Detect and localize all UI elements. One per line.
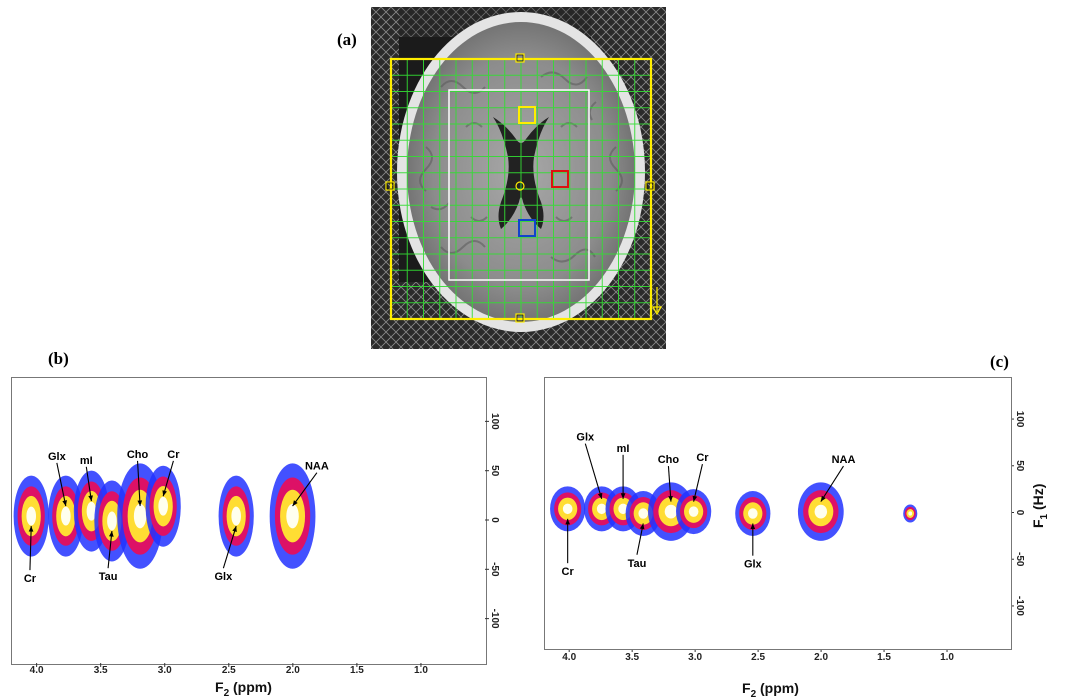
- arrow-head: [292, 500, 298, 507]
- metabolite-arrow: [107, 530, 113, 569]
- y-tick-label-50: 50: [1014, 460, 1025, 472]
- metabolite-label-naa: NAA: [832, 454, 856, 466]
- arrow-head: [750, 523, 756, 530]
- metabolite-arrow: [56, 462, 67, 507]
- x-tick-label-1.5: 1.5: [877, 652, 891, 663]
- metabolite-label-naa: NAA: [305, 461, 329, 473]
- arrow-head: [668, 495, 673, 502]
- spectrum-c-x-axis-title: F2 (ppm): [742, 680, 799, 700]
- metabolite-arrow: [584, 443, 603, 499]
- spectrum-b-plot-area: Glx mI Cho Cr NAA Cr Tau Glx: [11, 377, 487, 665]
- spectrum-c-plot-area: Glx mI Cho Cr NAA Cr Tau Glx: [544, 377, 1012, 650]
- peak-glx-6: [735, 491, 771, 536]
- x-tick-label-4.0: 4.0: [562, 652, 576, 663]
- peak-glx-1: [48, 475, 84, 557]
- metabolite-arrow: [820, 465, 844, 502]
- voxel-red: [551, 170, 569, 188]
- x-tick-label-4.0: 4.0: [30, 665, 44, 676]
- metabolite-arrow: [85, 466, 92, 502]
- y-tick-label-50: 50: [489, 465, 500, 477]
- y-tick-label-0: 0: [489, 517, 500, 523]
- arrow-head: [28, 526, 34, 532]
- x-tick-label-1.5: 1.5: [350, 665, 364, 676]
- peak-cr-0: [550, 486, 586, 532]
- metabolite-label-cho: Cho: [127, 449, 149, 461]
- arrow-head: [692, 495, 698, 502]
- metabolite-arrow: [29, 526, 32, 571]
- peak-glx-6: [218, 475, 254, 557]
- metabolite-arrow: [693, 464, 703, 502]
- peak-lip-8: [903, 504, 918, 523]
- metabolite-label-glx: Glx: [576, 432, 595, 444]
- metabolite-label-glx: Glx: [744, 559, 763, 571]
- arrow-icon: [651, 287, 663, 316]
- panel-c-label: (c): [990, 352, 1009, 371]
- arrow-head: [137, 500, 143, 507]
- cortical-texture: [419, 71, 623, 263]
- y-tick-label--50: -50: [1014, 552, 1025, 567]
- peak-cr-0: [13, 475, 49, 557]
- x-tick-label-2.0: 2.0: [286, 665, 300, 676]
- metabolite-arrow: [136, 460, 141, 507]
- y-tick-label--100: -100: [489, 609, 500, 629]
- y-tick-label-100: 100: [1014, 411, 1025, 428]
- y-tick-label--100: -100: [1014, 596, 1025, 616]
- arrow-head: [88, 495, 93, 502]
- metabolite-label-cr: Cr: [167, 449, 180, 461]
- metabolite-label-cr: Cr: [696, 452, 709, 464]
- arrow-head: [565, 518, 571, 525]
- x-tick-label-1.0: 1.0: [940, 652, 954, 663]
- metabolite-label-mi: mI: [617, 443, 630, 455]
- peak-cr-5: [145, 465, 181, 547]
- arrow-head: [109, 531, 114, 537]
- inner-volume-box: [448, 89, 590, 281]
- arrow-head: [597, 492, 603, 499]
- x-tick-label-3.0: 3.0: [158, 665, 172, 676]
- metabolite-label-mi: mI: [80, 455, 93, 467]
- arrow-head: [620, 493, 626, 499]
- metabolite-label-cho: Cho: [658, 454, 680, 466]
- mri-localizer-image: [371, 7, 666, 349]
- x-tick-label-2.5: 2.5: [222, 665, 236, 676]
- peak-cr-5: [676, 489, 712, 535]
- center-marker: [515, 181, 525, 191]
- x-tick-label-3.5: 3.5: [94, 665, 108, 676]
- arrow-head: [820, 495, 826, 502]
- metabolite-label-glx: Glx: [215, 571, 234, 583]
- y-tick-label--50: -50: [489, 562, 500, 577]
- arrow-head: [62, 500, 67, 507]
- spectrum-b-contours: Glx mI Cho Cr NAA Cr Tau Glx: [13, 449, 329, 585]
- y-tick-label-0: 0: [1014, 510, 1025, 516]
- panel-b-label: (b): [48, 349, 69, 368]
- metabolite-label-tau: Tau: [628, 558, 647, 570]
- arrow-head: [232, 526, 237, 533]
- x-tick-label-3.5: 3.5: [625, 652, 639, 663]
- x-tick-label-1.0: 1.0: [414, 665, 428, 676]
- spectrum-c-contours: Glx mI Cho Cr NAA Cr Tau Glx: [550, 432, 918, 578]
- metabolite-label-tau: Tau: [99, 571, 118, 583]
- box-handles: [385, 53, 655, 323]
- x-tick-label-2.5: 2.5: [751, 652, 765, 663]
- voxel-blue: [518, 219, 536, 237]
- voxel-yellow: [518, 106, 536, 124]
- metabolite-arrow: [292, 472, 318, 507]
- spectrum-c-y-axis-title: F1 (Hz): [1030, 483, 1050, 528]
- arrow-head: [162, 490, 167, 497]
- metabolite-arrow: [162, 460, 174, 497]
- metabolite-label-cr: Cr: [562, 566, 575, 578]
- x-tick-label-3.0: 3.0: [688, 652, 702, 663]
- metabolite-label-cr: Cr: [24, 573, 37, 585]
- arrow-head: [639, 523, 645, 530]
- metabolite-arrow: [667, 465, 672, 502]
- metabolite-arrow: [222, 525, 237, 569]
- peak-naa-7: [797, 482, 844, 541]
- y-tick-label-100: 100: [489, 413, 500, 430]
- spectrum-b-x-axis-title: F2 (ppm): [215, 679, 272, 699]
- x-tick-label-2.0: 2.0: [814, 652, 828, 663]
- panel-a-label: (a): [337, 30, 357, 49]
- metabolite-label-glx: Glx: [48, 451, 67, 463]
